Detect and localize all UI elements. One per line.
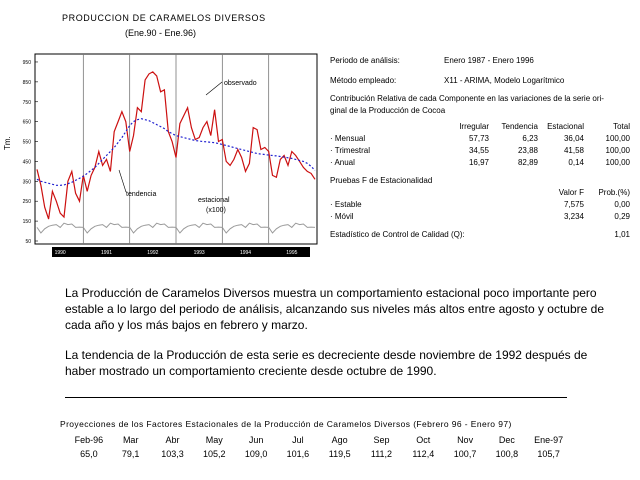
q-statistic-label: Estadístico de Control de Calidad (Q): [330, 230, 465, 239]
contrib-cell: 36,04 [563, 134, 584, 143]
f-cell: 0,29 [614, 212, 630, 221]
projection-month: Dec [498, 435, 515, 445]
section-divider [65, 397, 567, 398]
projections-title: Proyecciones de los Factores Estacionale… [60, 419, 512, 429]
annotation-estacional-scale: (x100) [206, 207, 226, 214]
contrib-cell: 100,00 [605, 158, 630, 167]
projections-months-row: Feb-96 Mar Abr May Jun Jul Ago Sep Oct N… [68, 433, 570, 447]
contrib-cell: 6,23 [522, 134, 538, 143]
x-axis-ticks: 1990 1991 1992 1993 1994 1995 [55, 250, 298, 256]
contrib-cell: 57,73 [468, 134, 489, 143]
projection-value: 105,7 [537, 449, 560, 459]
projection-month: Ago [331, 435, 348, 445]
x-tick-label: 1992 [147, 250, 158, 256]
projection-value: 111,2 [370, 449, 393, 459]
y-tick-label: 450 [23, 159, 32, 165]
projections-table: Feb-96 Mar Abr May Jun Jul Ago Sep Oct N… [68, 433, 570, 461]
metodo-value: X11 - ARIMA, Modelo Logarítmico [444, 76, 565, 85]
y-axis-ticks: 950 850 750 650 550 450 350 250 150 50 [23, 60, 38, 245]
f-row-label: · Móvil [330, 212, 354, 221]
periodo-value: Enero 1987 - Enero 1996 [444, 56, 534, 65]
annotation-tendencia: tendencia [126, 191, 156, 198]
f-cell: 7,575 [563, 200, 584, 209]
contrib-cell: 100,00 [605, 146, 630, 155]
projection-month: Nov [457, 435, 474, 445]
series-observado-line [36, 71, 316, 220]
chart-title: PRODUCCION DE CARAMELOS DIVERSOS [62, 13, 266, 23]
description-paragraph-2: La tendencia de la Producción de esta se… [65, 348, 588, 378]
projection-value: 105,2 [203, 449, 226, 459]
projection-month: Abr [165, 435, 180, 445]
contrib-cell: 41,58 [563, 146, 584, 155]
projection-value: 109,0 [244, 449, 268, 459]
f-header-prob: Prob.(%) [598, 188, 630, 197]
q-statistic-value: 1,01 [614, 230, 630, 239]
f-cell: 3,234 [563, 212, 584, 221]
projection-month: Feb-96 [74, 435, 104, 445]
x-tick-label: 1995 [286, 250, 297, 256]
contrib-cell: 100,00 [605, 134, 630, 143]
projection-month: Jul [292, 435, 304, 445]
y-tick-label: 950 [23, 60, 32, 66]
f-row-label: · Estable [330, 200, 362, 209]
annotation-observado: observado [224, 80, 257, 87]
projection-month: Mar [122, 435, 139, 445]
projection-month: Jun [248, 435, 264, 445]
y-tick-label: 250 [23, 199, 32, 205]
projection-value: 65,0 [80, 449, 98, 459]
metodo-label: Método empleado: [330, 76, 397, 85]
projection-month: Ene-97 [534, 435, 564, 445]
y-tick-label: 850 [23, 80, 32, 86]
x-tick-label: 1993 [194, 250, 205, 256]
contrib-cell: 16,97 [468, 158, 489, 167]
f-header-valor: Valor F [558, 188, 584, 197]
annotation-observado-pointer [205, 81, 223, 96]
contribution-text-line2: ginal de la Producción de Cocoa [330, 106, 446, 115]
col-header-estacional: Estacional [547, 122, 584, 131]
projection-month: Sep [373, 435, 390, 445]
x-tick-label: 1990 [55, 250, 66, 256]
periodo-label: Periodo de análisis: [330, 56, 400, 65]
y-tick-label: 550 [23, 140, 32, 146]
y-tick-label: 150 [23, 219, 32, 225]
f-cell: 0,00 [614, 200, 630, 209]
x-tick-label: 1991 [101, 250, 112, 256]
col-header-tendencia: Tendencia [501, 122, 538, 131]
projection-value: 100,8 [495, 449, 519, 459]
projection-value: 101,6 [286, 449, 310, 459]
projection-value: 103,3 [161, 449, 184, 459]
y-tick-label: 750 [23, 100, 32, 106]
projections-values-row: 65,0 79,1 103,3 105,2 109,0 101,6 119,5 … [68, 447, 570, 461]
y-tick-label: 650 [23, 120, 32, 126]
series-tendencia-line [36, 118, 316, 186]
projection-value: 100,7 [453, 449, 477, 459]
contribution-text-line1: Contribución Relativa de cada Componente… [330, 94, 604, 103]
chart-subtitle: (Ene.90 - Ene.96) [125, 28, 197, 38]
contrib-cell: 82,89 [517, 158, 538, 167]
projection-month: Oct [416, 435, 431, 445]
projection-month: May [205, 435, 223, 445]
contrib-row-label: · Mensual [330, 134, 366, 143]
projection-value: 79,1 [121, 449, 140, 459]
col-header-irregular: Irregular [459, 122, 489, 131]
contrib-cell: 34,55 [468, 146, 489, 155]
y-tick-label: 350 [23, 179, 32, 185]
x-tick-label: 1994 [240, 250, 251, 256]
contrib-cell: 23,88 [517, 146, 538, 155]
description-paragraph-1: La Producción de Caramelos Diversos mues… [65, 286, 604, 332]
contrib-row-label: · Anual [330, 158, 355, 167]
annotation-estacional: estacional [198, 197, 230, 204]
x-axis-bar [52, 247, 310, 257]
projection-value: 119,5 [328, 449, 351, 459]
contrib-row-label: · Trimestral [330, 146, 370, 155]
f-test-title: Pruebas F de Estacionalidad [330, 176, 433, 185]
series-estacional-line [36, 222, 316, 234]
y-tick-label: 50 [25, 239, 31, 245]
annotation-tendencia-pointer [118, 169, 127, 193]
col-header-total: Total [613, 122, 630, 131]
y-axis-label: Tm. [3, 136, 12, 150]
contrib-cell: 0,14 [568, 158, 584, 167]
projection-value: 112,4 [412, 449, 435, 459]
